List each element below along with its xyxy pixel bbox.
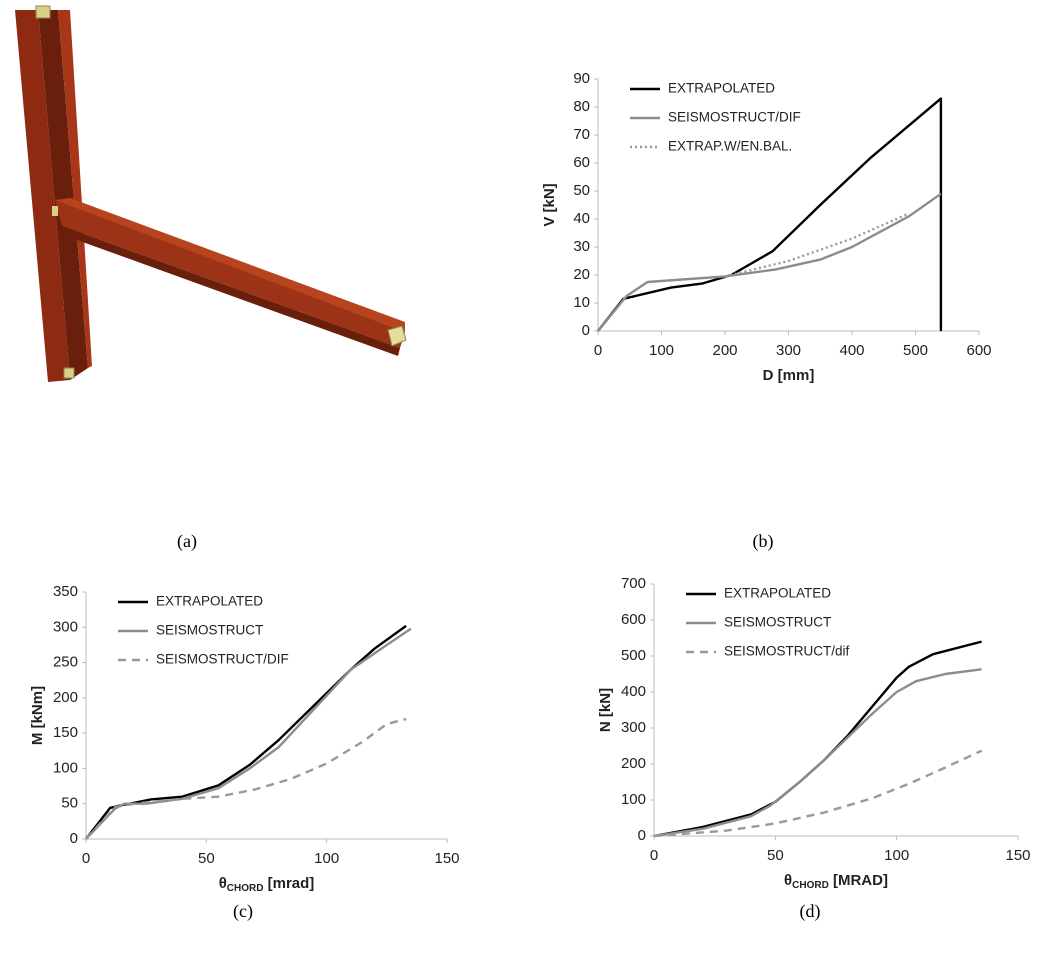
x-axis-label: D [mm]	[763, 367, 815, 384]
x-axis-label-unit: [MRAD]	[829, 872, 888, 889]
y-tick-label: 80	[573, 98, 590, 115]
caption: (a)	[177, 531, 197, 552]
y-tick-label: 200	[621, 755, 646, 772]
series-line	[598, 194, 941, 331]
x-tick-label: 600	[966, 342, 991, 359]
beam-model	[15, 6, 406, 382]
x-tick-label: 200	[712, 342, 737, 359]
caption: (b)	[753, 531, 774, 552]
y-tick-label: 70	[573, 126, 590, 143]
legend-label: EXTRAPOLATED	[724, 586, 831, 601]
legend-label: SEISMOSTRUCT	[156, 623, 263, 638]
y-tick-label: 250	[53, 654, 78, 671]
x-tick-label: 0	[650, 847, 658, 864]
x-tick-label: 100	[884, 847, 909, 864]
series-line	[654, 751, 982, 836]
legend-label: SEISMOSTRUCT/dif	[724, 644, 850, 659]
legend-label: EXTRAPOLATED	[668, 81, 775, 96]
series-line	[654, 669, 982, 836]
x-tick-label: 0	[594, 342, 602, 359]
y-tick-label: 700	[621, 575, 646, 592]
x-tick-label: 300	[776, 342, 801, 359]
x-axis-label-symbol: θ	[784, 872, 792, 889]
legend-label: SEISMOSTRUCT/DIF	[156, 652, 289, 667]
x-axis-label: θCHORD [MRAD]	[784, 872, 888, 891]
x-axis-label-subscript: CHORD	[227, 883, 264, 894]
legend-label: EXTRAPOLATED	[156, 594, 263, 609]
y-tick-label: 100	[53, 759, 78, 776]
x-tick-label: 150	[1005, 847, 1030, 864]
y-axis-label: N [kN]	[597, 688, 614, 732]
y-tick-label: 30	[573, 238, 590, 255]
x-tick-label: 500	[903, 342, 928, 359]
legend-label: EXTRAP.W/EN.BAL.	[668, 139, 792, 154]
x-tick-label: 100	[314, 850, 339, 867]
series-line	[598, 99, 941, 331]
y-axis-label: V [kN]	[541, 183, 558, 226]
y-tick-label: 300	[53, 618, 78, 635]
y-tick-label: 100	[621, 791, 646, 808]
series-line	[725, 213, 909, 276]
x-axis-label-unit: [mrad]	[263, 875, 314, 892]
y-tick-label: 400	[621, 683, 646, 700]
y-tick-label: 300	[621, 719, 646, 736]
y-tick-label: 200	[53, 689, 78, 706]
y-tick-label: 90	[573, 70, 590, 87]
y-tick-label: 600	[621, 611, 646, 628]
x-axis-label-symbol: D [mm]	[763, 367, 815, 384]
figure: (a) (b) (c) (d) 0 10 20 30 40 50 60 70 80 90 0 100 2…	[0, 0, 1046, 954]
y-tick-label: 350	[53, 583, 78, 600]
x-tick-label: 50	[198, 850, 215, 867]
y-tick-label: 500	[621, 647, 646, 664]
x-tick-label: 0	[82, 850, 90, 867]
x-axis-label: θCHORD [mrad]	[219, 875, 315, 894]
y-tick-label: 0	[582, 322, 590, 339]
caption: (c)	[233, 901, 253, 922]
y-tick-label: 20	[573, 266, 590, 283]
y-tick-label: 60	[573, 154, 590, 171]
x-tick-label: 150	[434, 850, 459, 867]
y-axis-label: M [kNm]	[29, 686, 46, 745]
x-tick-label: 50	[767, 847, 784, 864]
x-tick-label: 400	[839, 342, 864, 359]
x-axis-label-subscript: CHORD	[792, 880, 829, 891]
y-tick-label: 50	[61, 795, 78, 812]
y-tick-label: 150	[53, 724, 78, 741]
legend-label: SEISMOSTRUCT	[724, 615, 831, 630]
x-axis-label-symbol: θ	[219, 875, 227, 892]
y-tick-label: 0	[638, 827, 646, 844]
legend-label: SEISMOSTRUCT/DIF	[668, 110, 801, 125]
y-tick-label: 50	[573, 182, 590, 199]
x-tick-label: 100	[649, 342, 674, 359]
series-line	[654, 642, 982, 836]
series-line	[86, 719, 406, 839]
caption: (d)	[800, 901, 821, 922]
y-tick-label: 10	[573, 294, 590, 311]
y-tick-label: 0	[70, 830, 78, 847]
y-tick-label: 40	[573, 210, 590, 227]
